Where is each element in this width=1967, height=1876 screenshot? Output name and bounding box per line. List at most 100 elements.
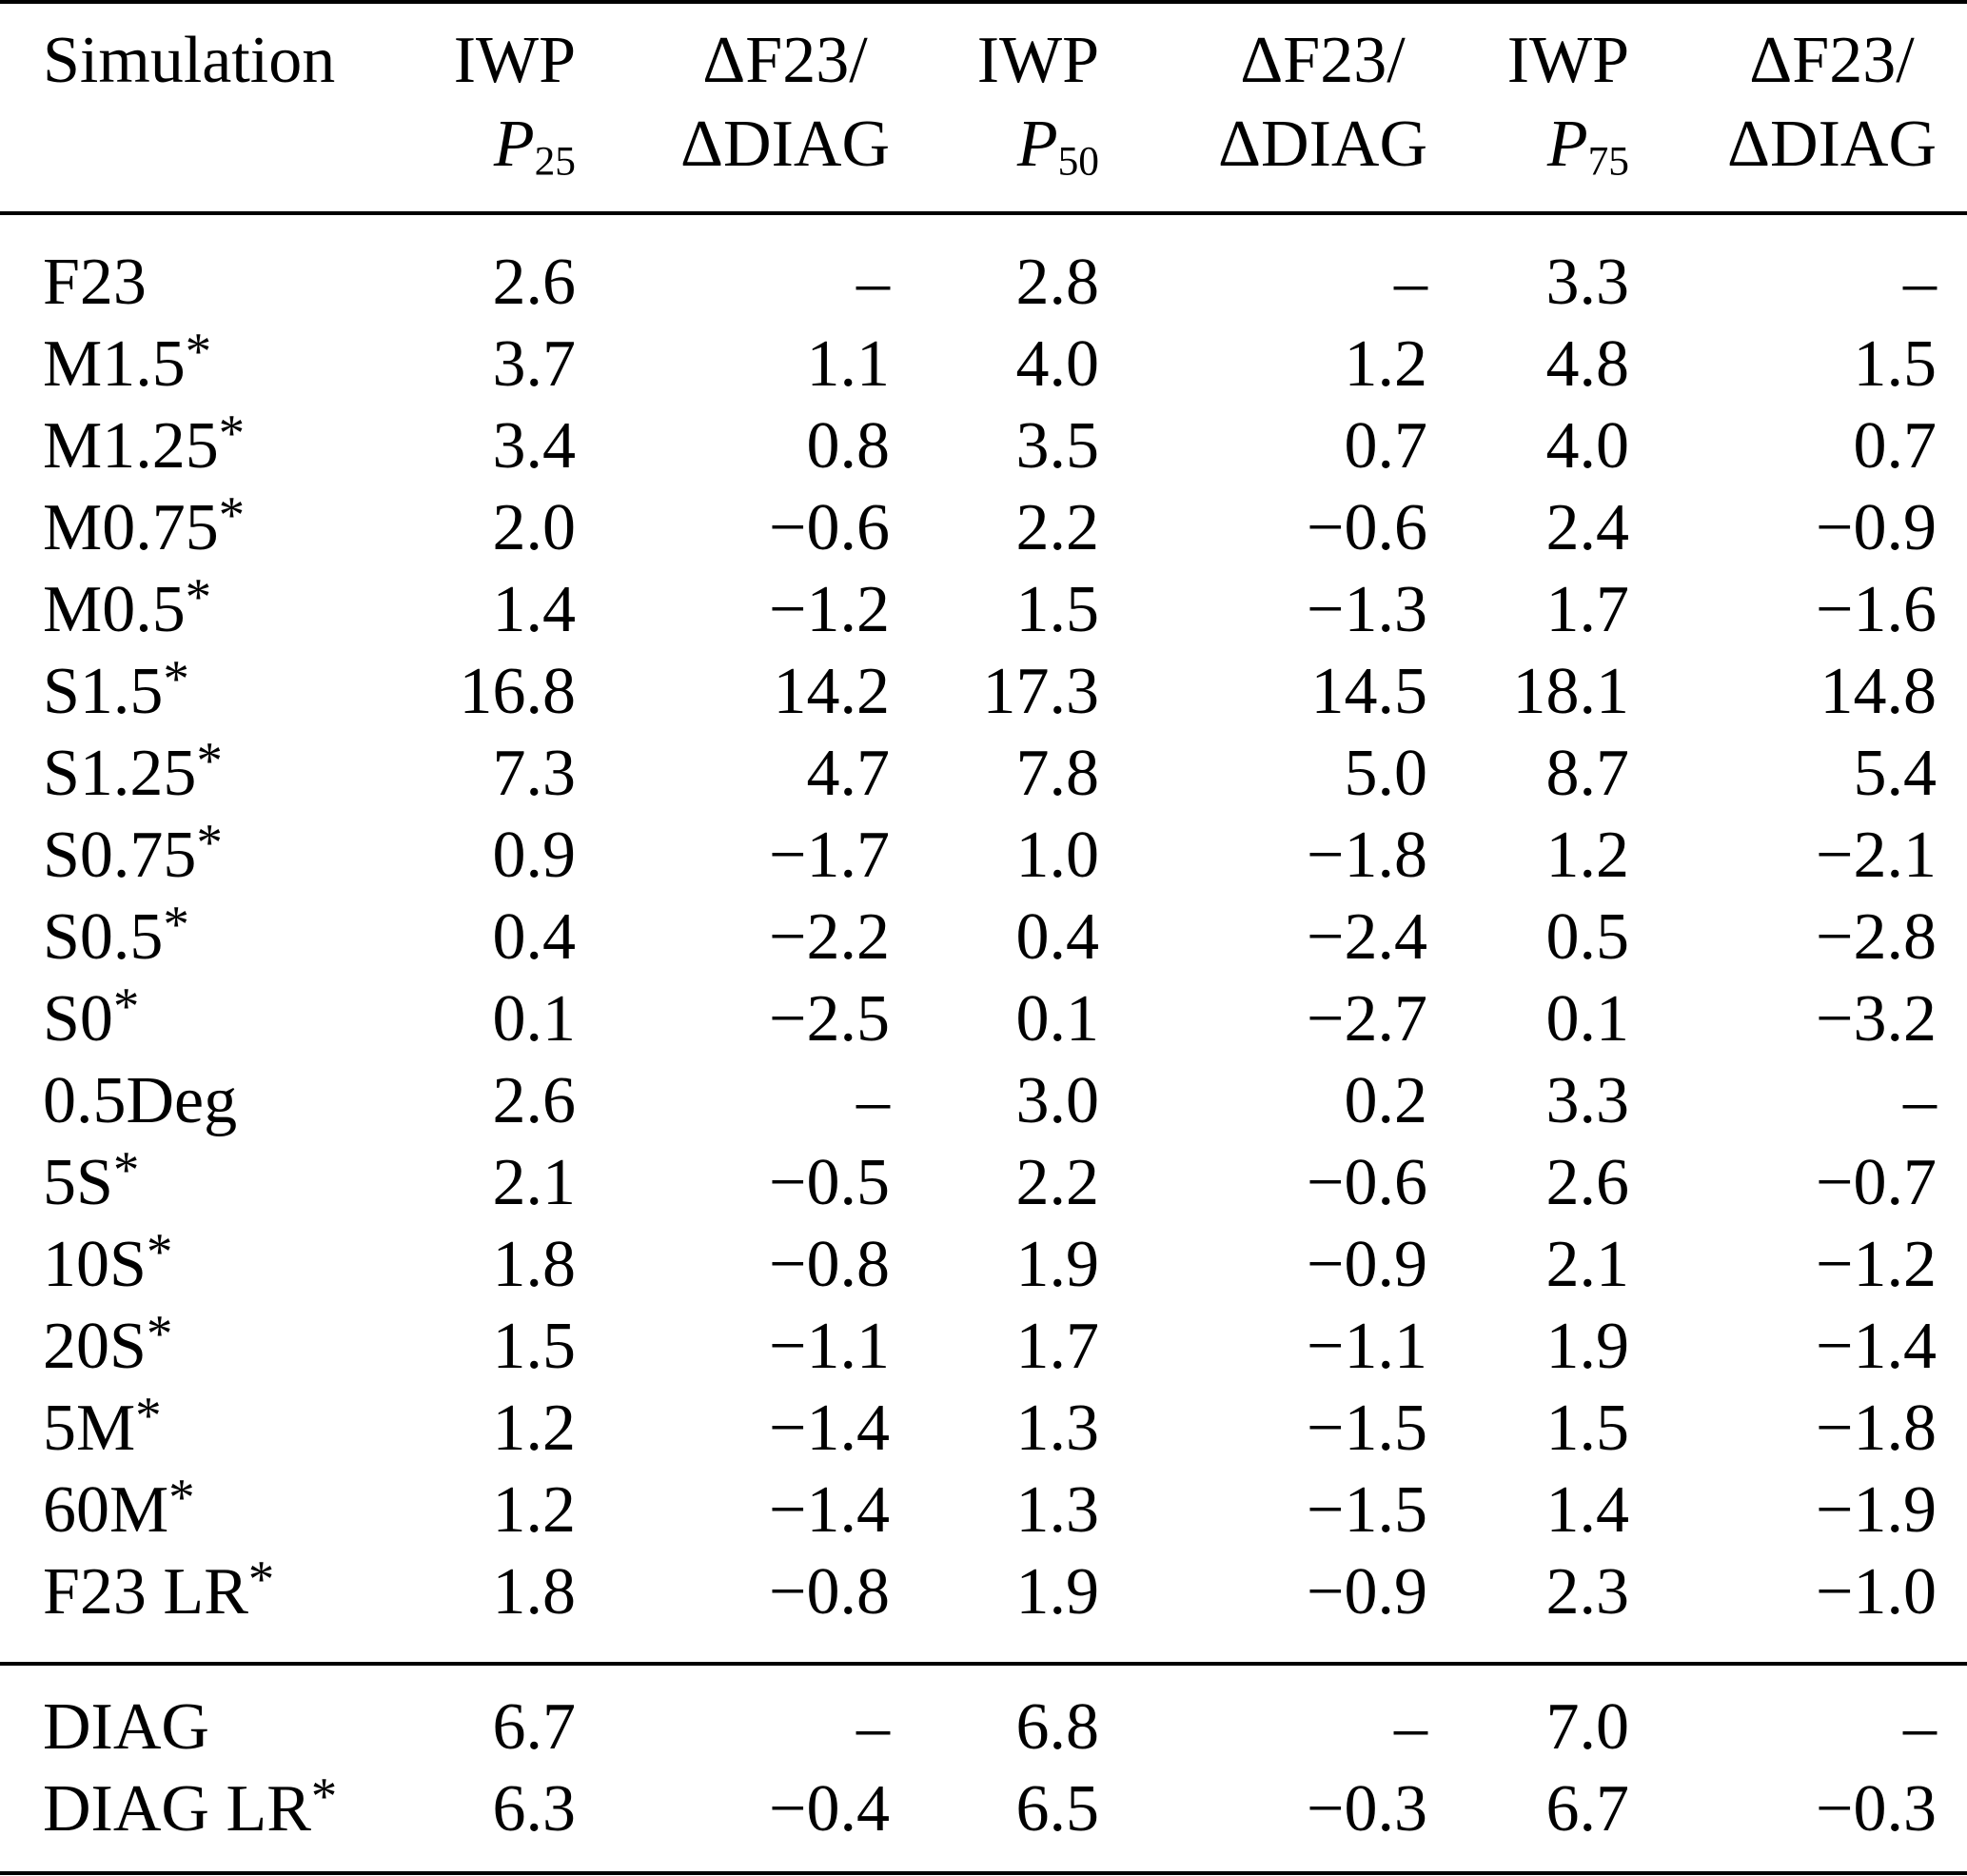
table-row: S1.5* 16.8 14.2 17.3 14.5 18.1 14.8 bbox=[0, 651, 1967, 733]
value-cell: 2.1 bbox=[492, 1146, 577, 1219]
table-header: Simulation IWP P25 ΔF23/ΔDIAG IWP P50 ΔF23/ΔDI… bbox=[0, 2, 1967, 215]
simulation-cell: S0.5* bbox=[0, 897, 409, 978]
value-cell: 1.2 bbox=[492, 1473, 577, 1547]
simulation-cell: S0.75* bbox=[0, 815, 409, 897]
value-cell: 7.3 bbox=[492, 737, 577, 810]
superscript-asterisk: * bbox=[135, 1386, 162, 1445]
column-header-line2: ΔDIAG bbox=[680, 108, 890, 181]
value-cell: 3.3 bbox=[1545, 246, 1630, 319]
value-cell: – bbox=[1629, 1662, 1967, 1768]
table-row: S0.75* 0.9 −1.7 1.0 −1.8 1.2 −2.1 bbox=[0, 815, 1967, 897]
value-cell: 1.7 bbox=[1545, 573, 1630, 646]
value-cell: 1.2 bbox=[1545, 819, 1630, 892]
superscript-asterisk: * bbox=[112, 977, 140, 1036]
percentile-subscript: 25 bbox=[534, 138, 576, 185]
simulation-label: F23 bbox=[43, 246, 147, 319]
value-cell: −1.9 bbox=[1816, 1473, 1937, 1547]
value-cell: −0.9 bbox=[1307, 1228, 1427, 1301]
percentile-symbol: P bbox=[493, 108, 535, 181]
simulation-cell: M1.5* bbox=[0, 324, 409, 405]
value-cell: −0.9 bbox=[1307, 1555, 1427, 1629]
simulation-label: S1.5 bbox=[43, 655, 164, 728]
simulation-cell: F23 bbox=[0, 213, 409, 324]
simulation-cell: M1.25* bbox=[0, 405, 409, 487]
simulation-label: 0.5Deg bbox=[43, 1064, 238, 1137]
value-cell: 16.8 bbox=[459, 655, 577, 728]
superscript-asterisk: * bbox=[196, 731, 223, 790]
simulation-label: 5S bbox=[43, 1146, 113, 1219]
value-cell: 3.0 bbox=[1015, 1064, 1100, 1137]
value-cell: −0.8 bbox=[769, 1228, 890, 1301]
simulation-label: S0.75 bbox=[43, 819, 197, 892]
simulation-label: DIAG bbox=[43, 1690, 209, 1764]
value-cell: 2.6 bbox=[492, 246, 577, 319]
simulation-label: 10S bbox=[43, 1228, 147, 1301]
value-cell: 1.2 bbox=[1344, 327, 1428, 401]
value-cell: 1.8 bbox=[492, 1555, 577, 1629]
column-header-text: P25 bbox=[409, 103, 576, 187]
superscript-asterisk: * bbox=[185, 322, 212, 381]
column-header-line1: ΔF23/ bbox=[1749, 24, 1915, 97]
value-cell: −1.4 bbox=[1816, 1310, 1937, 1383]
table-row: M0.5* 1.4 −1.2 1.5 −1.3 1.7 −1.6 bbox=[0, 569, 1967, 651]
value-cell: 4.0 bbox=[1015, 327, 1100, 401]
column-header-text: IWP bbox=[976, 24, 1099, 97]
value-cell: 2.3 bbox=[1545, 1555, 1630, 1629]
value-cell: 0.4 bbox=[1015, 900, 1100, 974]
simulation-cell: DIAG bbox=[0, 1662, 409, 1768]
table-header-row: Simulation IWP P25 ΔF23/ΔDIAG IWP P50 ΔF23/ΔDI… bbox=[0, 2, 1967, 215]
percentile-symbol: P bbox=[1016, 108, 1058, 181]
table-body-main: F23 2.6–2.8–3.3– M1.5* 3.7 1.1 4.0 1.2 4.8 1.5 M1… bbox=[0, 213, 1967, 1664]
simulation-cell: 20S* bbox=[0, 1306, 409, 1388]
value-cell: −0.3 bbox=[1307, 1772, 1427, 1846]
simulation-cell: 10S* bbox=[0, 1224, 409, 1306]
table-body-diag: DIAG 6.7–6.8–7.0– DIAG LR* 6.3 −0.4 6.5 −0.3 6.… bbox=[0, 1662, 1967, 1873]
value-cell: 4.7 bbox=[806, 737, 891, 810]
value-cell: 7.8 bbox=[1015, 737, 1100, 810]
value-cell: 1.4 bbox=[492, 573, 577, 646]
value-cell: – bbox=[1394, 246, 1427, 319]
simulation-cell: S1.5* bbox=[0, 651, 409, 733]
value-cell: – bbox=[1903, 246, 1937, 319]
table-row: 5M* 1.2 −1.4 1.3 −1.5 1.5 −1.8 bbox=[0, 1388, 1967, 1470]
value-cell: 0.1 bbox=[492, 982, 577, 1056]
table-row: 5S* 2.1 −0.5 2.2 −0.6 2.6 −0.7 bbox=[0, 1142, 1967, 1224]
table-row: F23 LR* 1.8 −0.8 1.9 −0.9 2.3 −1.0 bbox=[0, 1551, 1967, 1664]
column-header-line2: ΔDIAG bbox=[1727, 108, 1937, 181]
value-cell: 0.9 bbox=[492, 819, 577, 892]
column-header-dratio-75: ΔF23/ΔDIAG bbox=[1629, 2, 1967, 215]
value-cell: −3.2 bbox=[1816, 982, 1937, 1056]
value-cell: 1.5 bbox=[1015, 573, 1100, 646]
value-cell: 2.2 bbox=[1015, 1146, 1100, 1219]
column-header-iwp-p25: IWP P25 bbox=[409, 2, 576, 215]
value-cell: −0.6 bbox=[1307, 491, 1427, 564]
value-cell: 2.4 bbox=[1545, 491, 1630, 564]
value-cell: 3.3 bbox=[1545, 1064, 1630, 1137]
table-row: DIAG 6.7–6.8–7.0– bbox=[0, 1662, 1967, 1768]
simulation-label: M0.5 bbox=[43, 573, 186, 646]
value-cell: 2.8 bbox=[1015, 246, 1100, 319]
column-header-text: ΔF23/ΔDIAG bbox=[1727, 19, 1937, 187]
simulation-cell: S1.25* bbox=[0, 733, 409, 815]
value-cell: 2.6 bbox=[492, 1064, 577, 1137]
value-cell: 6.7 bbox=[1545, 1772, 1630, 1846]
value-cell: 6.8 bbox=[890, 1662, 1099, 1768]
value-cell: −1.0 bbox=[1816, 1555, 1937, 1629]
value-cell: 2.2 bbox=[1015, 491, 1100, 564]
simulation-label: DIAG LR bbox=[43, 1772, 311, 1846]
simulation-cell: 60M* bbox=[0, 1470, 409, 1551]
value-cell: 0.1 bbox=[1015, 982, 1100, 1056]
table-row: F23 2.6 – 2.8 – 3.3 – bbox=[0, 213, 1967, 324]
value-cell: 2.0 bbox=[492, 491, 577, 564]
value-cell: 8.7 bbox=[1545, 737, 1630, 810]
superscript-asterisk: * bbox=[196, 813, 223, 872]
column-header-text: IWP bbox=[1506, 24, 1629, 97]
value-cell: 1.4 bbox=[1545, 1473, 1630, 1547]
column-header-iwp-p50: IWP P50 bbox=[890, 2, 1099, 215]
column-header-line2: ΔDIAG bbox=[1218, 108, 1427, 181]
value-cell: −0.6 bbox=[1307, 1146, 1427, 1219]
value-cell: 0.4 bbox=[492, 900, 577, 974]
simulation-cell: 5M* bbox=[0, 1388, 409, 1470]
column-header-text: ΔF23/ΔDIAG bbox=[1218, 19, 1427, 187]
